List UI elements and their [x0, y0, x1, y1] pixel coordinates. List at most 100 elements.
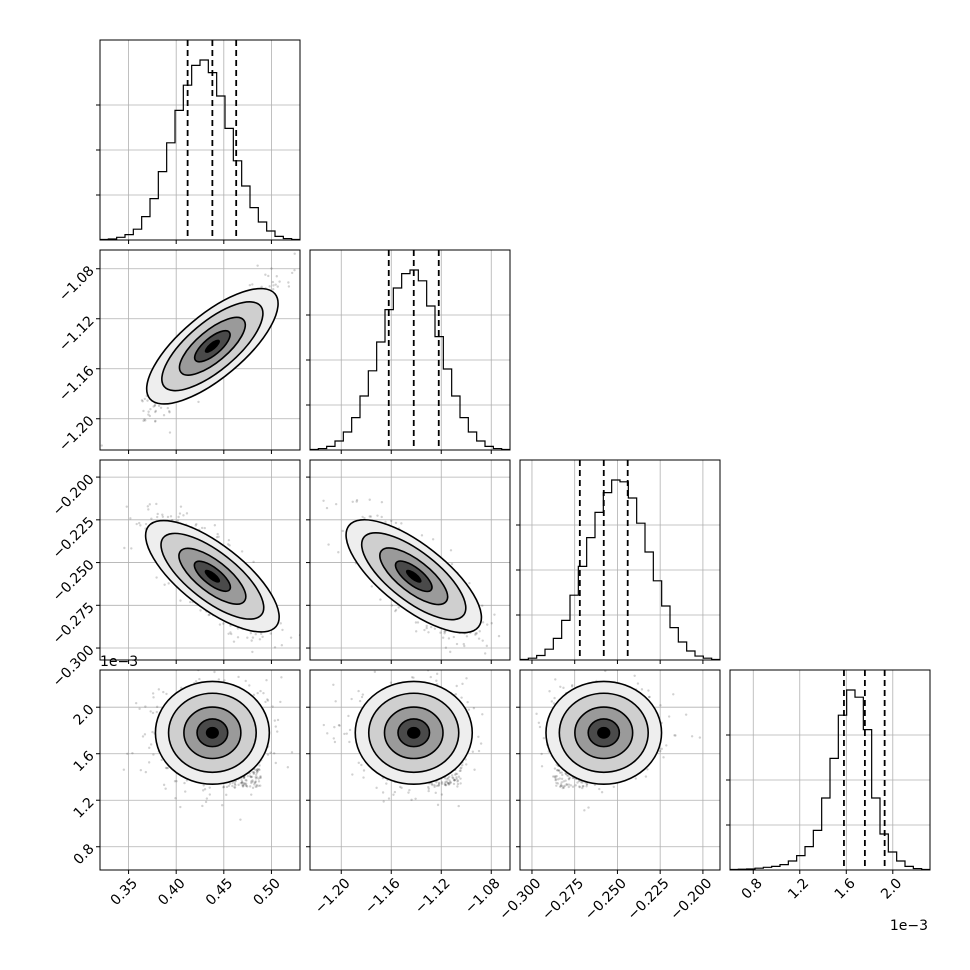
contour-line [360, 531, 467, 621]
scatter-point [269, 751, 272, 754]
scatter-point [454, 778, 457, 782]
scatter-point [153, 420, 157, 423]
scatter-point [684, 713, 688, 716]
scatter-point [236, 636, 240, 639]
density-patch [407, 726, 421, 739]
scatter-point [381, 791, 385, 794]
hist-grid [520, 460, 720, 660]
scatter-point [459, 769, 462, 772]
scatter-point [194, 524, 197, 527]
scatter-point [460, 696, 463, 699]
scatter-point [280, 644, 284, 647]
scatter-point [561, 773, 564, 777]
density-patch [204, 569, 221, 583]
scatter-point [455, 776, 458, 779]
scatter-point [229, 631, 232, 634]
scatter-point [280, 676, 283, 679]
scatter-point [152, 405, 155, 408]
scatter-point [208, 786, 211, 789]
scatter-point [478, 630, 481, 633]
scatter-point [260, 285, 263, 289]
scatter-point [175, 780, 178, 783]
scatter-point [456, 785, 459, 788]
scatter-point [447, 781, 450, 785]
scatter-point [139, 524, 142, 527]
scatter-point [227, 784, 231, 788]
scatter-point [587, 806, 590, 809]
scatter-point [444, 784, 448, 787]
scatter-point [141, 400, 144, 403]
scatter-point [553, 767, 557, 770]
scatter-point [437, 784, 440, 787]
scatter-point [144, 522, 148, 526]
scatter-point [215, 536, 219, 539]
scatter-point [276, 718, 280, 722]
scatter-point [473, 768, 476, 771]
scatter-point [126, 752, 129, 755]
scatter-point [379, 598, 382, 601]
scatter-point [227, 632, 230, 635]
scatter-point [445, 780, 449, 783]
scatter-point [261, 635, 264, 639]
scatter-point [360, 763, 363, 767]
scatter-point [251, 636, 255, 639]
scatter-point [433, 627, 437, 630]
scatter-point [410, 676, 414, 679]
scatter-cloud-3-2 [322, 498, 501, 655]
scatter-point [159, 406, 163, 410]
scatter-point [244, 784, 248, 787]
scatter-point [398, 785, 402, 789]
scatter-point [142, 419, 145, 423]
scatter-point [355, 500, 358, 503]
scatter-point [583, 809, 586, 812]
scatter-point [131, 751, 134, 755]
scatter-point [351, 773, 354, 776]
scatter-point [368, 515, 371, 518]
panel-frame [309, 459, 511, 661]
histogram-2 [310, 269, 510, 450]
scatter-point [222, 786, 225, 789]
scatter-point [259, 784, 262, 787]
scatter-point [154, 410, 157, 414]
scatter-point [452, 778, 456, 781]
scatter-point [156, 515, 159, 519]
scatter-point [440, 793, 444, 796]
scatter-point [345, 732, 348, 735]
scatter-point [144, 770, 148, 774]
scatter-point [245, 779, 248, 782]
scatter-point [427, 789, 430, 793]
scatter-point [287, 281, 290, 284]
scatter-point [144, 419, 147, 422]
scatter-point [200, 526, 204, 530]
scatter-point [255, 783, 258, 787]
scatter-point [245, 784, 248, 788]
contour-line [383, 706, 444, 760]
scatter-point [147, 508, 150, 511]
scatter-point [268, 671, 270, 673]
scatter-point [249, 775, 253, 778]
scatter-point [477, 637, 481, 640]
scatter-point [242, 782, 246, 785]
histogram-3 [520, 479, 720, 660]
scatter-point [166, 766, 170, 770]
scatter-point [327, 543, 330, 546]
scatter-point [155, 502, 158, 506]
panel-frame [309, 249, 511, 451]
contour-line [379, 547, 449, 606]
scatter-point [266, 699, 270, 702]
scatter-point [287, 285, 291, 288]
scatter-point [155, 705, 159, 709]
scatter-point [446, 777, 449, 781]
panel-frame [309, 669, 511, 871]
scatter-point [166, 515, 170, 519]
scatter-point [444, 630, 447, 633]
scatter-point [248, 684, 251, 687]
scatter-point [454, 772, 458, 775]
scatter-point [457, 804, 460, 808]
scatter-point [154, 409, 158, 413]
scatter-point [259, 776, 262, 780]
scatter-point [166, 406, 170, 410]
scatter-point [155, 710, 158, 714]
scatter-point [390, 519, 393, 523]
scatter-point [141, 735, 145, 738]
